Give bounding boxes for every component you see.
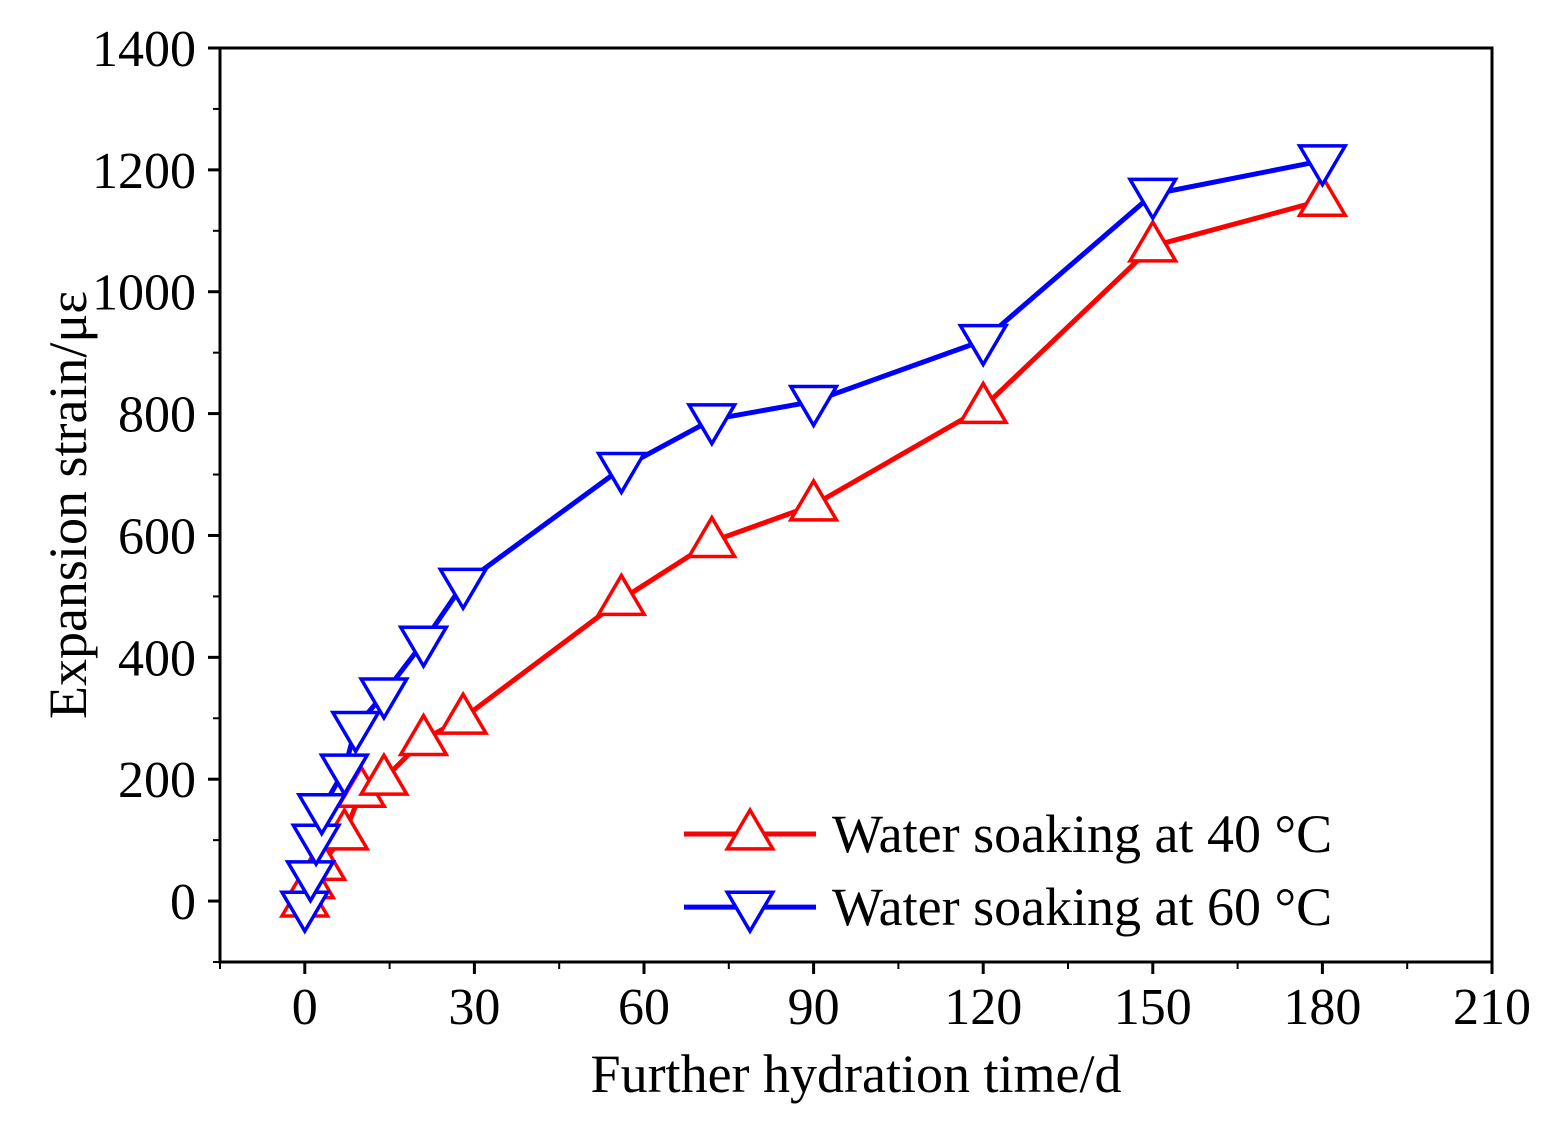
y-tick-label: 200 xyxy=(118,752,196,809)
x-axis-title: Further hydration time/d xyxy=(591,1044,1122,1104)
x-tick-label: 0 xyxy=(292,979,318,1036)
y-tick-label: 600 xyxy=(118,508,196,565)
data-point xyxy=(329,710,382,755)
data-point xyxy=(1296,144,1349,189)
legend-marker-40c xyxy=(724,806,776,851)
y-tick-label: 800 xyxy=(118,387,196,444)
data-point xyxy=(957,323,1010,368)
data-point xyxy=(685,514,738,559)
data-point xyxy=(295,793,348,838)
y-tick-label: 1400 xyxy=(92,21,196,78)
data-point xyxy=(284,860,337,905)
x-tick-label: 30 xyxy=(448,979,500,1036)
legend-label-40c: Water soaking at 40 °C xyxy=(832,804,1332,864)
data-point xyxy=(1296,172,1349,217)
data-point xyxy=(397,712,450,757)
data-point xyxy=(787,384,840,429)
data-point xyxy=(1126,177,1179,222)
legend-entry-60c: Water soaking at 60 °C xyxy=(684,877,1332,937)
series-1 xyxy=(278,144,1349,935)
data-point xyxy=(957,380,1010,425)
y-tick-label: 1200 xyxy=(92,143,196,200)
legend-marker-60c xyxy=(724,890,776,935)
x-tick-label: 180 xyxy=(1283,979,1361,1036)
data-point xyxy=(595,571,648,617)
data-point xyxy=(397,625,450,670)
data-point xyxy=(787,477,840,522)
x-tick-label: 60 xyxy=(618,979,670,1036)
series-line xyxy=(302,158,1323,908)
legend-entry-40c: Water soaking at 40 °C xyxy=(684,804,1332,864)
x-tick-label: 210 xyxy=(1453,979,1531,1036)
ticks-layer: 0 30 60 90 120 150 180 210 0 200 400 600 800 1000 1200… xyxy=(92,21,1531,1036)
y-axis-title: Expansion strain/με xyxy=(38,291,98,719)
data-point xyxy=(1126,218,1179,263)
x-tick-label: 90 xyxy=(788,979,840,1036)
y-tick-label: 0 xyxy=(170,874,196,931)
data-point xyxy=(595,451,648,496)
data-point xyxy=(437,567,489,612)
data-point xyxy=(685,403,738,448)
y-tick-label: 400 xyxy=(118,630,196,687)
legend: Water soaking at 40 °C Water soaking at … xyxy=(684,804,1332,937)
plot-frame xyxy=(218,46,1494,964)
data-point xyxy=(358,677,410,722)
data-point xyxy=(318,753,371,798)
x-tick-label: 150 xyxy=(1114,979,1192,1036)
legend-label-60c: Water soaking at 60 °C xyxy=(832,877,1332,937)
data-point xyxy=(358,751,410,796)
x-tick-label: 120 xyxy=(944,979,1022,1036)
y-tick-label: 1000 xyxy=(92,265,196,322)
series-line xyxy=(302,197,1324,902)
data-point xyxy=(437,690,489,735)
series-layer xyxy=(278,144,1349,935)
